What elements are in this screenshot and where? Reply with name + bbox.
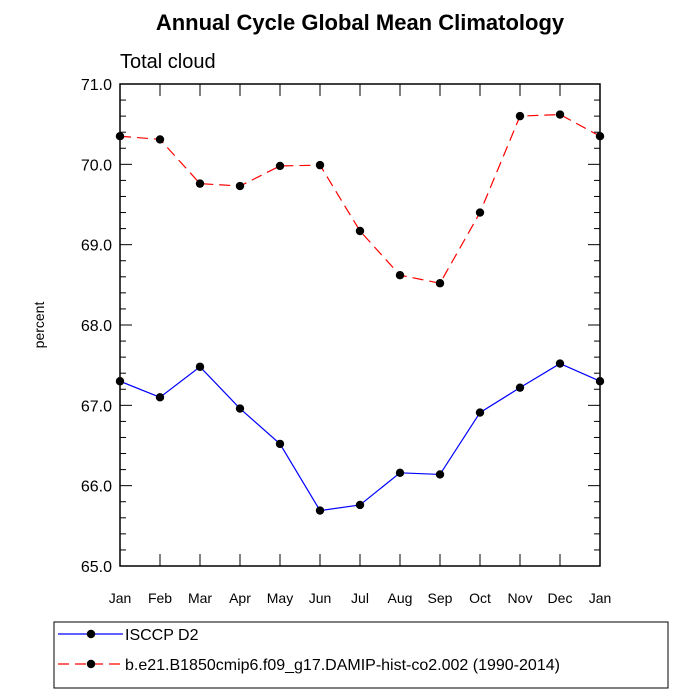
series-1-point <box>355 500 365 510</box>
x-tick-label: Jan <box>589 590 612 606</box>
x-tick-label: Apr <box>229 590 251 606</box>
series-1-point <box>155 393 165 402</box>
series-2-point <box>235 181 245 191</box>
series-2-point <box>475 208 485 217</box>
y-tick-label: 65.0 <box>81 559 112 576</box>
series-line-2 <box>119 113 601 284</box>
series-1-point <box>515 383 525 392</box>
plot-frame <box>119 83 601 567</box>
x-tick-label: Sep <box>428 590 453 606</box>
y-tick-label: 68.0 <box>81 318 112 335</box>
x-tick-label: Jun <box>309 590 332 606</box>
series-1-point <box>595 377 605 386</box>
series-2-point <box>195 179 205 188</box>
x-tick-label: Jul <box>351 590 369 606</box>
y-tick-label: 71.0 <box>81 77 112 94</box>
series-1-point <box>475 408 485 417</box>
series-2-point <box>115 132 125 141</box>
x-tick-label: Oct <box>469 590 491 606</box>
legend-box <box>53 621 669 689</box>
y-tick-label: 66.0 <box>81 479 112 496</box>
series-2-point <box>275 161 285 171</box>
series-1-point <box>435 470 445 479</box>
x-tick-label: May <box>267 590 293 606</box>
series-line-1 <box>119 362 601 512</box>
series-2-point <box>435 279 445 288</box>
series-1-point <box>315 506 325 515</box>
y-tick-label: 67.0 <box>81 398 112 415</box>
series-1-point <box>395 468 405 478</box>
x-tick-label: Nov <box>508 590 533 606</box>
y-tick-label: 70.0 <box>81 157 112 174</box>
series-2-point <box>515 111 525 121</box>
series-1-point <box>235 404 245 413</box>
series-2-point <box>555 110 565 119</box>
series-1-point <box>275 439 285 449</box>
series-1-point <box>555 359 565 368</box>
series-2-point <box>315 160 325 170</box>
series-1-point <box>195 362 205 371</box>
x-tick-label: Mar <box>188 590 212 606</box>
x-tick-label: Dec <box>548 590 573 606</box>
series-1-point <box>115 377 125 386</box>
x-tick-label: Aug <box>388 590 413 606</box>
legend-marker-1 <box>86 629 96 639</box>
y-tick-label: 69.0 <box>81 238 112 255</box>
chart-subtitle: Total cloud <box>120 51 216 73</box>
chart-title: Annual Cycle Global Mean Climatology <box>156 10 565 35</box>
series-2-point <box>155 135 165 144</box>
y-axis-label: percent <box>31 302 47 349</box>
series-2-point <box>395 270 405 280</box>
series-2-point <box>355 226 365 236</box>
legend-marker-2 <box>86 659 96 669</box>
x-tick-label: Feb <box>148 590 172 606</box>
legend-label-2: b.e21.B1850cmip6.f09_g17.DAMIP-hist-co2.… <box>125 657 560 674</box>
series-2-point <box>595 132 605 141</box>
legend: ISCCP D2 b.e21.B1850cmip6.f09_g17.DAMIP-h… <box>53 621 669 689</box>
x-tick-label: Jan <box>109 590 132 606</box>
legend-label-1: ISCCP D2 <box>125 627 199 644</box>
